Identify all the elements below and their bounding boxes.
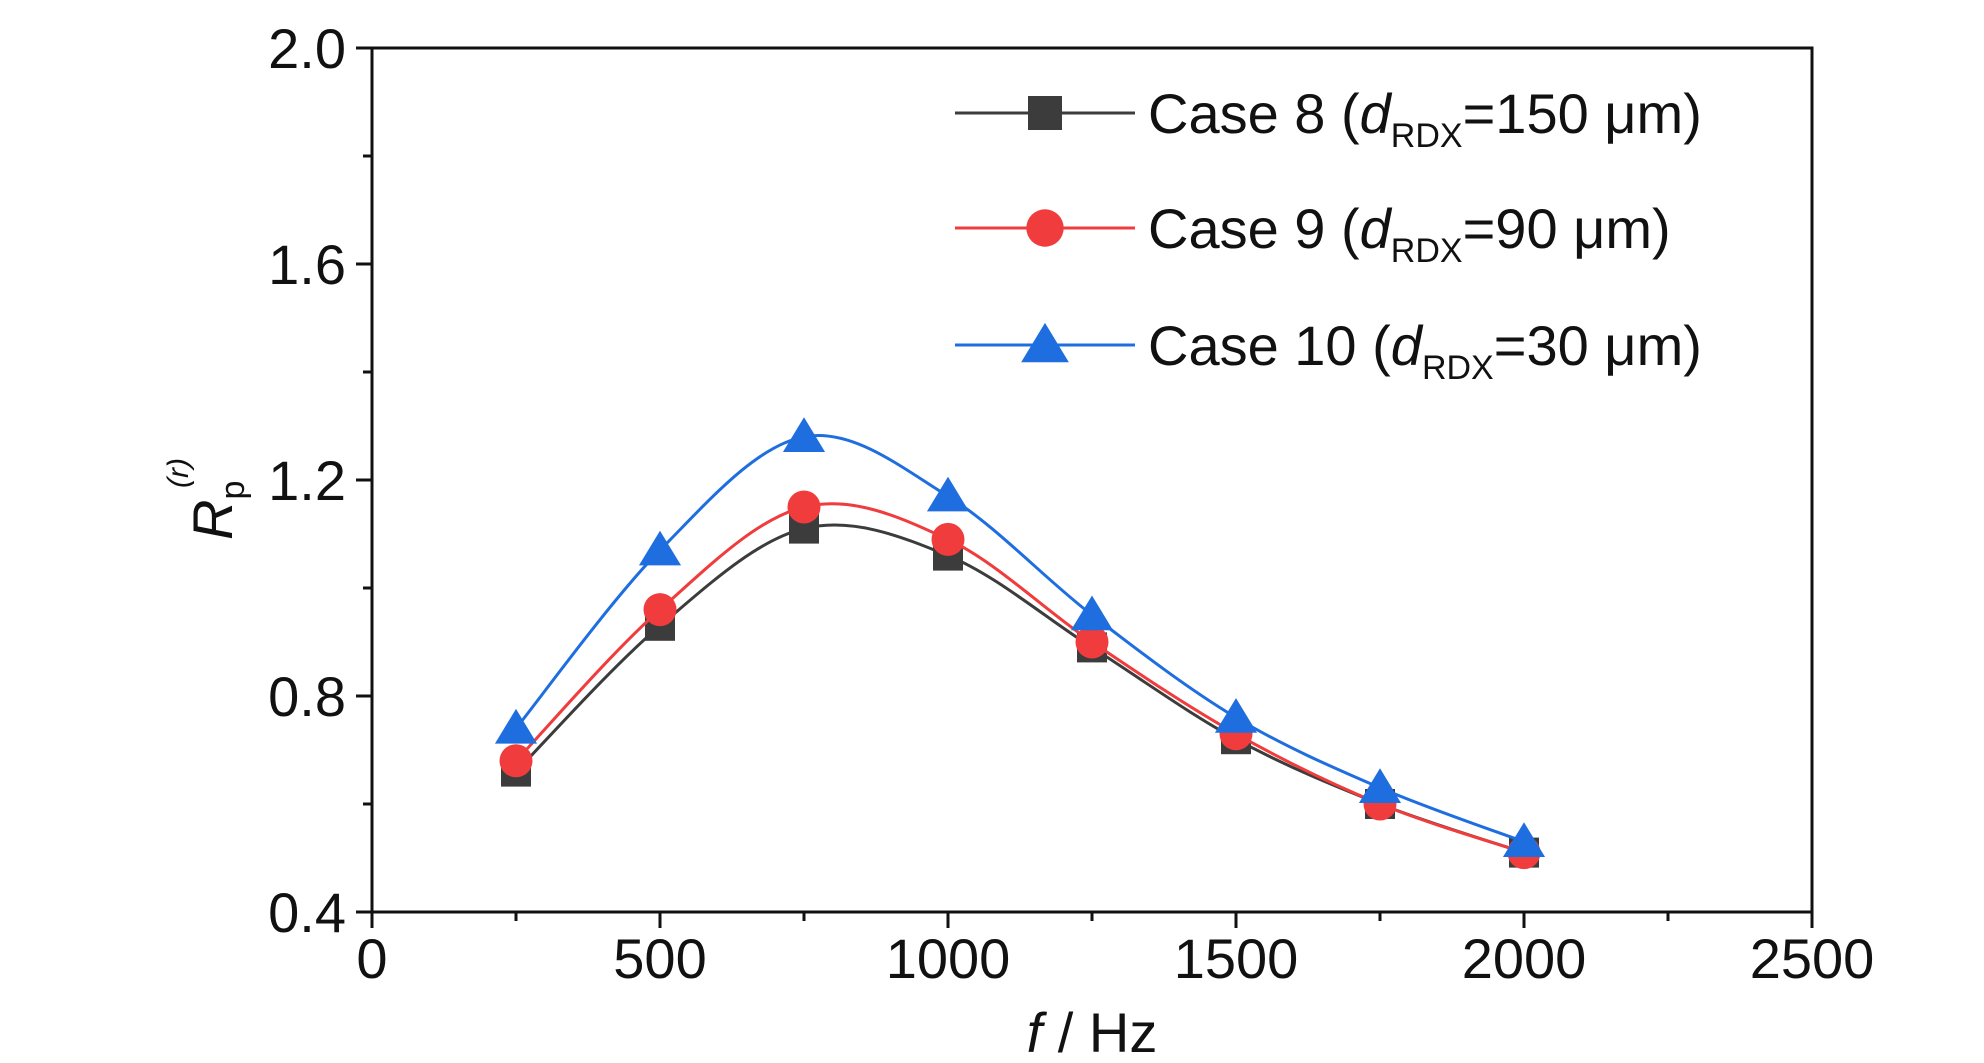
series-layer (494, 417, 1546, 870)
legend-label-var: d (1391, 314, 1424, 377)
legend-label-var: d (1360, 82, 1393, 145)
legend-label: Case 9 (dRDX=90 μm) (1148, 197, 1671, 270)
legend-marker (1021, 322, 1069, 363)
y-axis-title: Rp (r) (162, 458, 252, 540)
tick-layer: 0 500 1000 1500 2000 2500 0.4 0.8 1.2 1.6 2.0 (268, 17, 1874, 990)
legend: Case 8 (dRDX=150 μm)Case 9 (dRDX=90 μm)C… (955, 82, 1702, 387)
data-point (931, 522, 965, 556)
y-axis-title-var: R (181, 500, 244, 540)
y-tick-label: 1.2 (268, 449, 346, 512)
legend-label-suffix: =30 μm) (1494, 314, 1702, 377)
legend-label-sub: RDX (1391, 117, 1463, 155)
y-tick-label: 1.6 (268, 233, 346, 296)
y-tick-label: 0.8 (268, 665, 346, 728)
data-point (787, 490, 821, 524)
data-point (494, 708, 538, 744)
series-3 (494, 417, 1546, 858)
x-tick-label: 500 (613, 927, 706, 990)
legend-label: Case 10 (dRDX=30 μm) (1148, 314, 1702, 387)
legend-item: Case 8 (dRDX=150 μm) (955, 82, 1702, 155)
legend-label-suffix: =90 μm) (1463, 197, 1671, 260)
x-tick-label: 1000 (886, 927, 1011, 990)
x-tick-label: 1500 (1174, 927, 1299, 990)
legend-label-suffix: =150 μm) (1463, 82, 1702, 145)
data-point (1075, 625, 1109, 659)
data-point (782, 417, 826, 453)
data-point (643, 593, 677, 627)
legend-item: Case 10 (dRDX=30 μm) (955, 314, 1702, 387)
legend-label-var: d (1360, 197, 1393, 260)
legend-label: Case 8 (dRDX=150 μm) (1148, 82, 1702, 155)
x-axis-title: f / Hz (1027, 1001, 1158, 1063)
y-tick-label: 0.4 (268, 881, 346, 944)
legend-label-sub: RDX (1422, 349, 1494, 387)
legend-marker (1028, 96, 1062, 130)
legend-label-prefix: Case 8 ( (1148, 82, 1360, 145)
x-tick-label: 2500 (1750, 927, 1875, 990)
data-point (926, 476, 970, 512)
data-point (638, 530, 682, 566)
x-tick-label: 0 (356, 927, 387, 990)
data-point (499, 744, 533, 778)
data-point (1358, 768, 1402, 804)
legend-label-prefix: Case 10 ( (1148, 314, 1391, 377)
data-point (1214, 698, 1258, 733)
y-axis-title-sup: (r) (162, 458, 195, 488)
data-point (1502, 822, 1546, 858)
legend-label-prefix: Case 9 ( (1148, 197, 1360, 260)
legend-item: Case 9 (dRDX=90 μm) (955, 197, 1671, 270)
y-axis-title-main: Rp (181, 481, 252, 540)
legend-marker (1026, 209, 1064, 247)
data-point (1070, 595, 1114, 631)
y-axis-title-sub: p (214, 481, 252, 500)
y-tick-label: 2.0 (268, 17, 346, 80)
x-tick-label: 2000 (1462, 927, 1587, 990)
legend-label-sub: RDX (1391, 232, 1463, 270)
x-axis-title-unit: / Hz (1042, 1001, 1157, 1063)
